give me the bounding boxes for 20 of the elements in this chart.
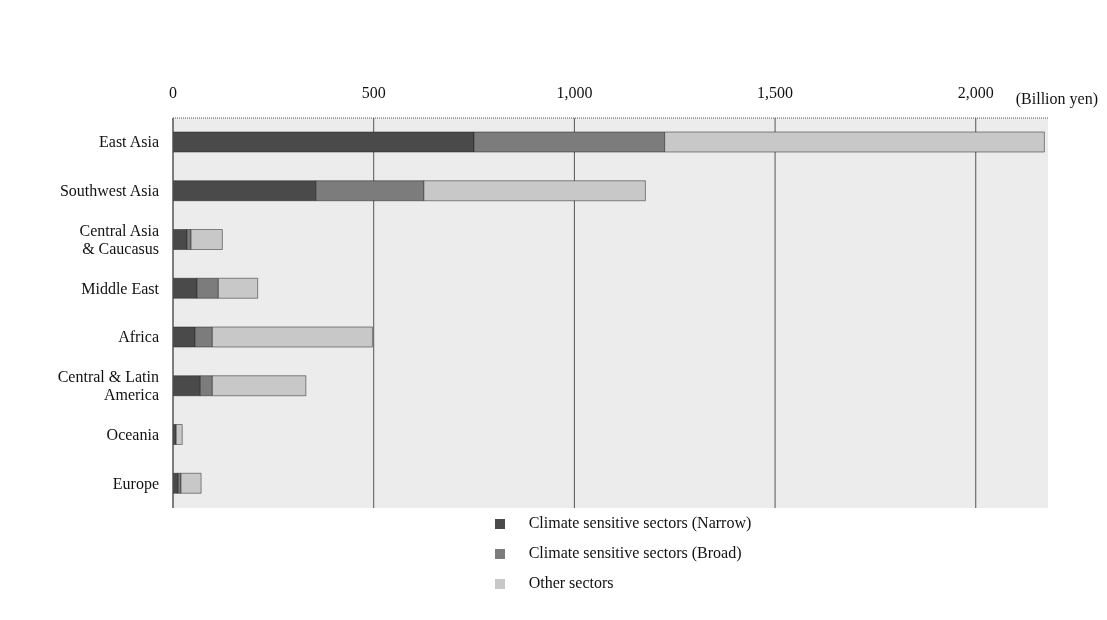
y-tick-label: Oceania (106, 425, 159, 443)
x-tick-label: 1,500 (757, 84, 794, 101)
x-tick-label: 2,000 (957, 84, 994, 101)
y-tick-label: Middle East (81, 279, 160, 297)
y-tick-label: Africa (118, 328, 159, 346)
y-tick-label: Central Asia & Caucasus (79, 221, 159, 257)
y-tick-label: Central & Latin America (57, 368, 159, 404)
x-axis-title: (Billion yen) (1015, 90, 1098, 108)
y-tick-label: Europe (112, 474, 159, 493)
x-tick-label: 500 (361, 84, 386, 101)
x-tick-label: 1,000 (556, 84, 593, 101)
legend-label: Climate sensitive sectors (Narrow) (528, 514, 752, 531)
y-tick-label: East Asia (99, 133, 159, 151)
bar (180, 473, 202, 494)
legend-label: Climate sensitive sectors (Broad) (528, 544, 742, 561)
legend-label: Other sectors (528, 574, 614, 591)
y-tick-label: Southwest Asia (59, 182, 159, 200)
x-tick-label: 0 (169, 84, 177, 101)
bar (175, 424, 183, 445)
bar (190, 229, 223, 250)
